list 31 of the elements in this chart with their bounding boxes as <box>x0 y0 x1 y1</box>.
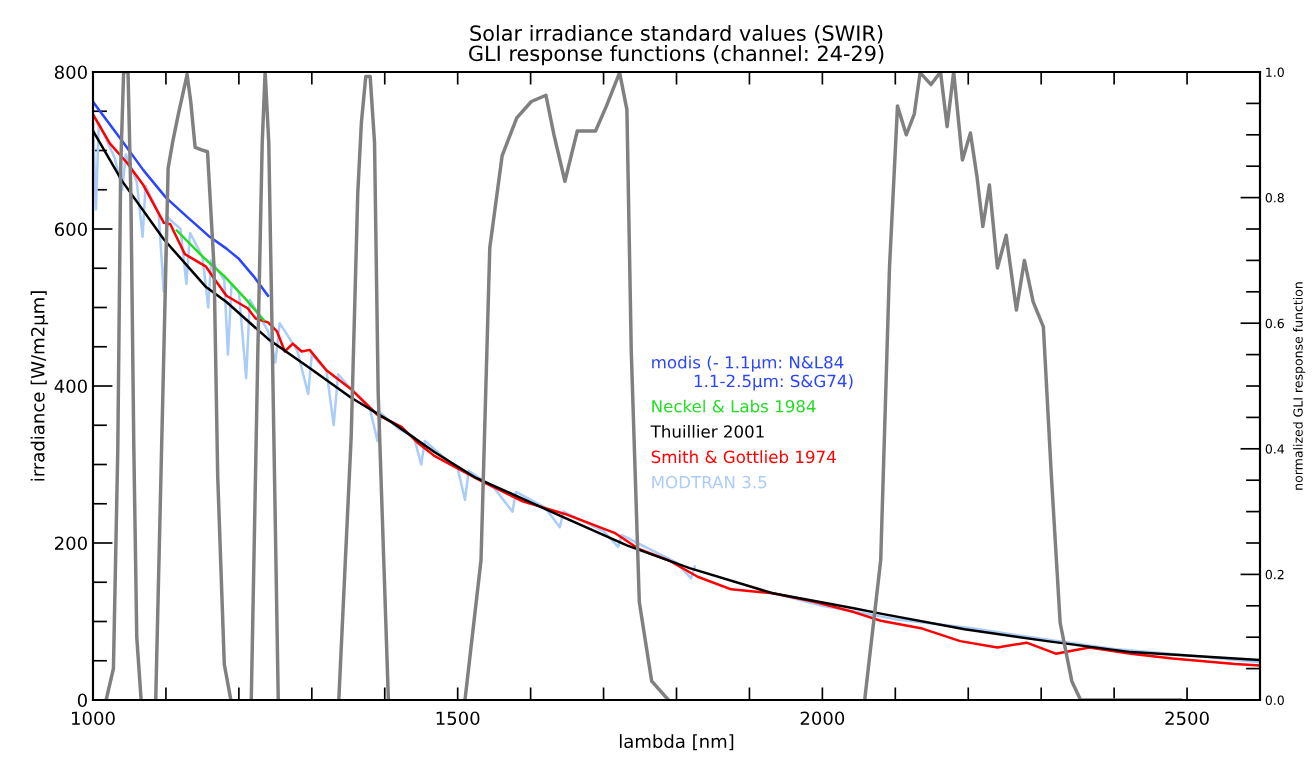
y-tick-label: 600 <box>54 222 87 237</box>
text: Thuillier 2001 <box>650 424 764 438</box>
text: Neckel & Labs 1984 <box>652 399 816 413</box>
y2-tick-label: 0.2 <box>1265 569 1284 580</box>
y2-tick-label: 0.8 <box>1265 193 1284 203</box>
line-series <box>249 72 280 700</box>
y2-axis-title: normalized GLI response function <box>1293 282 1306 490</box>
chart-title: Solar irradiance standard values (SWIR) GLI response functions (channel: 24-29) <box>469 24 884 66</box>
x-tick-label: 2000 <box>800 711 845 726</box>
line-series <box>153 72 233 700</box>
y-tick-label: 200 <box>55 536 87 551</box>
x-tick-label: 1000 <box>72 711 115 726</box>
x-tick-label: 1500 <box>436 711 480 726</box>
text: modis (- 1.1µm: N&L84 1.1-2.5µm: S&G74) <box>652 355 853 391</box>
y2-tick-label: 0.6 <box>1265 318 1284 329</box>
text: MODTRAN 3.5 <box>652 475 767 489</box>
line-series <box>337 74 391 700</box>
x-axis-title: lambda [nm] <box>619 734 734 751</box>
y-tick-label: 400 <box>54 379 87 394</box>
line-series <box>104 72 143 700</box>
y2-tick-label: 0.0 <box>1265 695 1284 705</box>
y-axis-title: irradiance [W/m2μm] <box>30 291 49 481</box>
line-series <box>862 72 1183 700</box>
y2-tick-label: 1.0 <box>1266 67 1284 77</box>
line-series <box>93 100 270 297</box>
text: Smith & Gottlieb 1974 <box>651 450 836 464</box>
line-series <box>175 229 265 322</box>
y-tick-label: 0 <box>77 693 87 708</box>
x-tick-label: 2500 <box>1165 711 1209 726</box>
y-tick-label: 800 <box>54 65 87 80</box>
y2-tick-label: 0.4 <box>1265 444 1285 454</box>
